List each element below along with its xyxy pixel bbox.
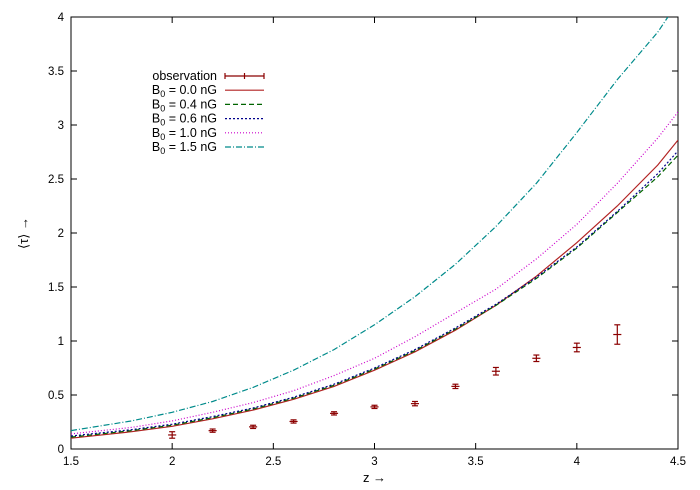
legend-item-3: B0 = 1.0 nG bbox=[152, 126, 264, 142]
x-tick-label: 2.5 bbox=[265, 456, 281, 468]
series-line-0 bbox=[71, 139, 678, 439]
legend-label: B0 = 0.6 nG bbox=[152, 112, 217, 128]
legend-item-1: B0 = 0.4 nG bbox=[152, 97, 264, 113]
series-line-4 bbox=[71, 17, 669, 432]
observation-point bbox=[410, 400, 420, 407]
axis-ticks: 1.5 2 2.5 3 3.5 4 4.5 0 0.5 1 1.5 2 2.5 3 3.5 4 bbox=[48, 12, 686, 468]
observation-point bbox=[572, 342, 581, 353]
x-tick-label: 3.5 bbox=[468, 456, 484, 468]
x-tick-label: 2 bbox=[169, 456, 175, 468]
observation-point bbox=[208, 428, 217, 433]
legend-item-0: B0 = 0.0 nG bbox=[152, 83, 264, 99]
observation-point bbox=[289, 419, 298, 424]
legend-item-2: B0 = 0.6 nG bbox=[152, 112, 264, 128]
y-tick-label: 1.5 bbox=[48, 282, 64, 294]
series-line-1 bbox=[71, 154, 678, 438]
legend-label: B0 = 0.4 nG bbox=[152, 97, 217, 113]
x-tick-label: 1.5 bbox=[63, 456, 79, 468]
y-tick-label: 4 bbox=[58, 12, 65, 24]
x-tick-label: 4.5 bbox=[670, 456, 686, 468]
y-tick-label: 2 bbox=[58, 228, 64, 240]
y-tick-label: 1 bbox=[58, 336, 64, 348]
y-tick-label: 2.5 bbox=[48, 174, 64, 186]
x-axis-label: z → bbox=[363, 470, 386, 485]
observation-point bbox=[370, 404, 379, 410]
series-line-2 bbox=[71, 150, 678, 437]
observation-point bbox=[329, 411, 339, 416]
legend-label: B0 = 1.5 nG bbox=[152, 140, 217, 156]
legend-item-4: B0 = 1.5 nG bbox=[152, 140, 264, 156]
x-tick-label: 4 bbox=[574, 456, 581, 468]
y-tick-label: 3 bbox=[58, 120, 64, 132]
observation-point bbox=[491, 366, 500, 376]
y-axis-label: ⟨τ⟩ → bbox=[16, 217, 31, 249]
x-tick-label: 3 bbox=[371, 456, 377, 468]
observation-point bbox=[451, 383, 460, 390]
y-tick-label: 0 bbox=[58, 444, 64, 456]
observation-layer bbox=[168, 324, 622, 439]
series-layer bbox=[71, 17, 678, 439]
observation-point bbox=[613, 324, 622, 345]
y-tick-label: 3.5 bbox=[48, 66, 64, 78]
observation-point bbox=[168, 431, 177, 439]
observation-point bbox=[532, 354, 541, 363]
y-tick-label: 0.5 bbox=[48, 390, 64, 402]
legend-label: B0 = 0.0 nG bbox=[152, 83, 217, 99]
legend-label: observation bbox=[152, 69, 217, 83]
series-line-3 bbox=[71, 111, 678, 435]
legend-label: B0 = 1.0 nG bbox=[152, 126, 217, 142]
legend-item-observation: observation bbox=[152, 69, 265, 83]
observation-point bbox=[249, 424, 258, 430]
